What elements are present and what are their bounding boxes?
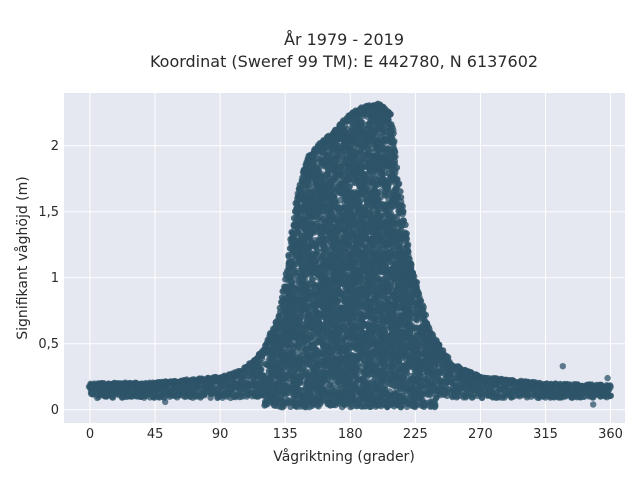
points-layer xyxy=(85,100,615,411)
scatter-point xyxy=(258,366,265,373)
scatter-point xyxy=(313,246,320,254)
